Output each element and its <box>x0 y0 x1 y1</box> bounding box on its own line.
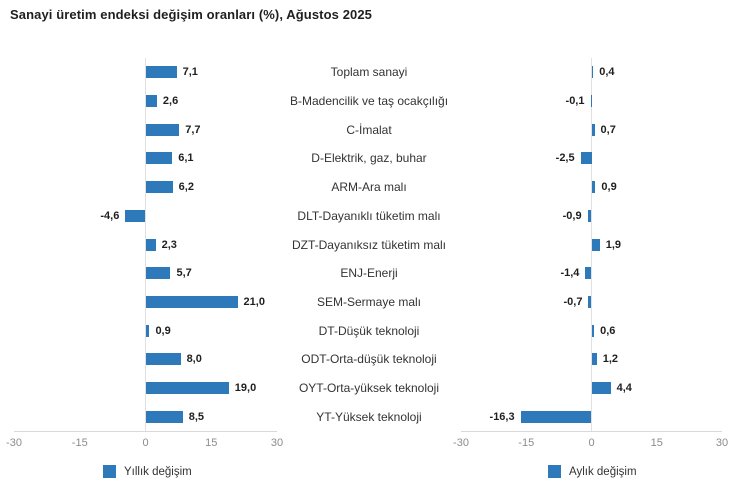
category-label: C-İmalat <box>346 122 392 137</box>
legend-monthly: Aylık değişim <box>548 465 637 478</box>
value-label: -0,7 <box>563 295 583 308</box>
bar <box>591 181 596 194</box>
axis-tick-label: -15 <box>71 437 88 449</box>
bar <box>591 123 595 136</box>
legend-swatch-annual <box>103 465 116 478</box>
bar <box>145 381 229 394</box>
bar <box>145 95 157 108</box>
value-label: 6,1 <box>178 152 194 165</box>
value-label: 0,9 <box>155 324 171 337</box>
axis-tick-label: 15 <box>205 437 218 449</box>
category-label: OYT-Orta-yüksek teknoloji <box>298 380 440 395</box>
value-label: -4,6 <box>100 209 120 222</box>
bar <box>585 267 592 280</box>
value-label: -16,3 <box>489 410 515 423</box>
bar <box>145 238 156 251</box>
bar <box>591 324 595 337</box>
category-label: ARM-Ara malı <box>331 180 407 195</box>
category-label: SEM-Sermaye malı <box>316 294 422 309</box>
bar <box>145 66 177 79</box>
bar <box>145 295 238 308</box>
value-label: -0,1 <box>565 95 585 108</box>
category-label: ODT-Orta-düşük teknoloji <box>301 352 437 367</box>
monthly-change-plot: 0,4 -0,1 0,7 -2,5 0,9 -0,9 1,9 -1,4 -0,7 0,6 1,2 4,… <box>453 58 728 449</box>
value-label: 0,6 <box>600 324 616 337</box>
axis-tick-label: -30 <box>453 437 469 449</box>
bar <box>588 295 592 308</box>
category-label: DT-Düşük teknoloji <box>318 323 420 338</box>
value-label: 7,7 <box>185 123 201 136</box>
bar <box>145 152 173 165</box>
axis-tick-label: 30 <box>270 437 284 449</box>
bar <box>591 66 594 79</box>
legend-label-monthly: Aylık değişim <box>569 465 637 478</box>
bar <box>145 123 180 136</box>
value-label: 0,7 <box>600 123 616 136</box>
value-label: 7,1 <box>182 66 198 79</box>
axis-tick-label: 30 <box>715 437 729 449</box>
bar <box>590 95 592 108</box>
value-label: 8,0 <box>186 353 202 366</box>
bar <box>145 353 181 366</box>
category-labels-column: Toplam sanayi B-Madencilik ve taş ocakçıl… <box>277 58 461 431</box>
value-label: 8,5 <box>188 410 205 423</box>
bar <box>587 209 592 222</box>
value-label: 19,0 <box>234 381 257 394</box>
value-label: 0,4 <box>599 66 615 79</box>
value-label: 1,2 <box>602 353 619 366</box>
value-label: -1,4 <box>560 267 580 280</box>
axis-tick-label: 0 <box>588 437 595 449</box>
legend-swatch-monthly <box>548 465 561 478</box>
annual-change-plot: 7,1 2,6 7,7 6,1 6,2 -4,6 2,3 5,7 21,0 0,9 8,0 19,0 8… <box>6 58 283 449</box>
bar <box>591 353 597 366</box>
bar <box>145 324 150 337</box>
value-label: 2,3 <box>161 238 177 251</box>
value-label: 4,4 <box>616 381 632 394</box>
value-label: 5,7 <box>176 267 192 280</box>
axis-tick-label: -30 <box>6 437 22 449</box>
category-label: DZT-Dayanıksız tüketim malı <box>291 237 447 252</box>
bar <box>591 238 600 251</box>
value-label: 21,0 <box>243 295 265 308</box>
legend-label-annual: Yıllık değişim <box>124 465 192 478</box>
value-label: 6,2 <box>178 181 194 194</box>
bar <box>580 152 592 165</box>
axis-tick-label: 0 <box>142 437 149 449</box>
axis-tick-label: -15 <box>518 437 535 449</box>
category-label: B-Madencilik ve taş ocakçılığı <box>289 94 449 109</box>
category-label: YT-Yüksek teknoloji <box>316 409 422 424</box>
bar <box>145 181 173 194</box>
x-axis-line <box>461 431 722 432</box>
category-label: D-Elektrik, gaz, buhar <box>311 151 427 166</box>
value-label: 1,9 <box>605 238 622 251</box>
value-label: -2,5 <box>555 152 575 165</box>
chart-title: Sanayi üretim endeksi değişim oranları (… <box>10 7 373 22</box>
bar <box>145 410 183 423</box>
bar <box>520 410 592 423</box>
bar <box>125 209 146 222</box>
axis-tick-label: 15 <box>650 437 663 449</box>
value-label: -0,9 <box>562 209 582 222</box>
category-label: DLT-Dayanıklı tüketim malı <box>297 208 441 223</box>
legend-annual: Yıllık değişim <box>103 465 192 478</box>
category-label: Toplam sanayi <box>330 65 408 80</box>
x-axis-line <box>14 431 277 432</box>
value-label: 0,9 <box>601 181 617 194</box>
value-label: 2,6 <box>162 95 179 108</box>
category-label: ENJ-Enerji <box>340 266 398 281</box>
bar <box>591 381 611 394</box>
bar <box>145 267 171 280</box>
